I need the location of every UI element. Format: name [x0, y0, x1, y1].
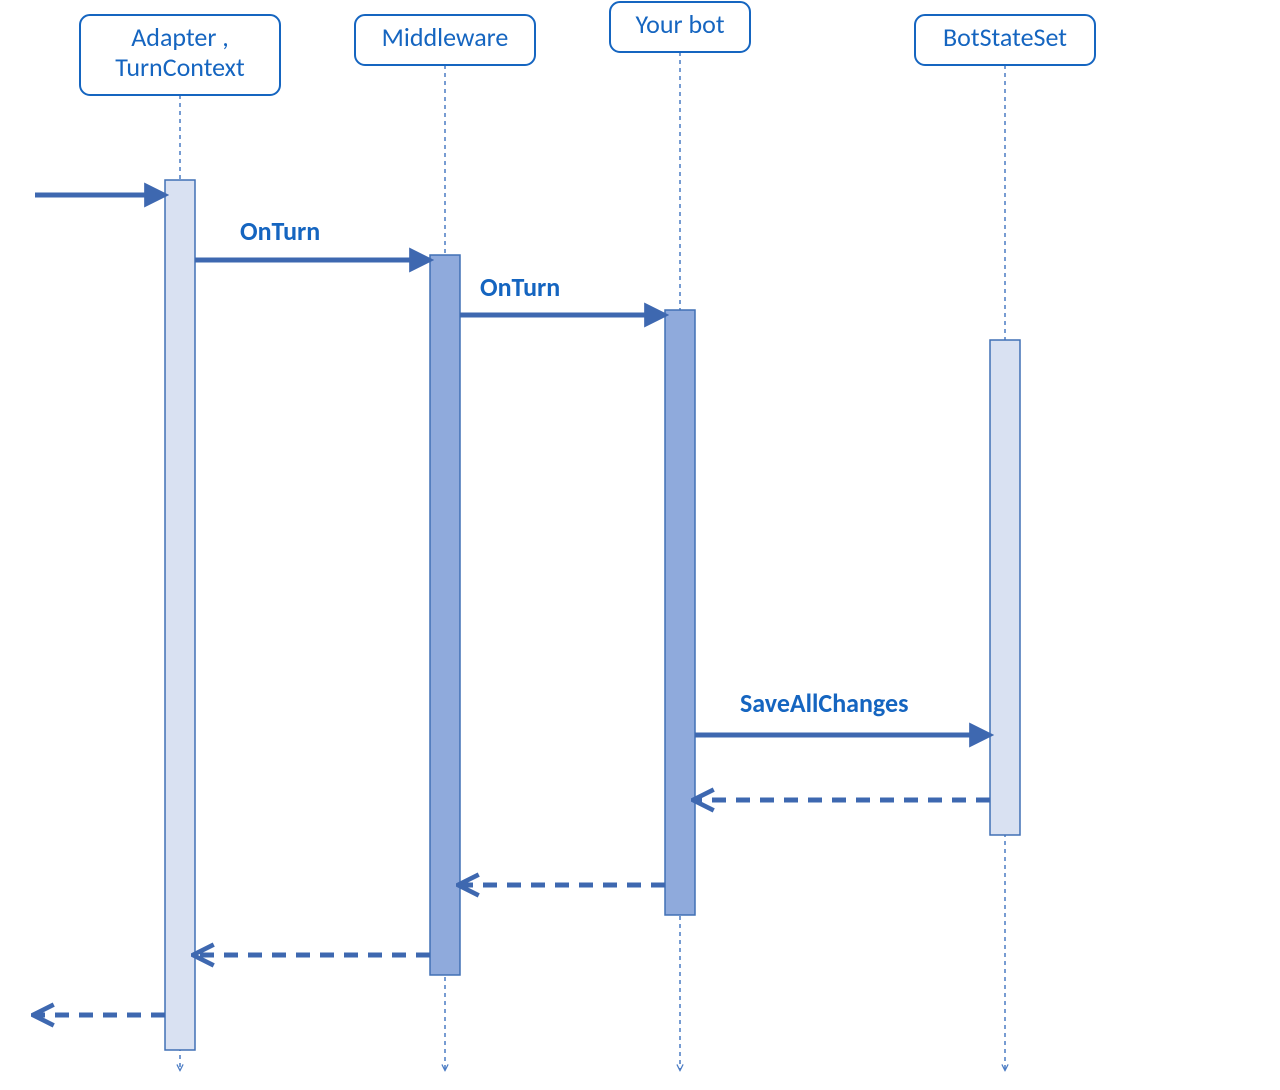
- activation-middleware: [430, 255, 460, 975]
- message-label-2: OnTurn: [480, 271, 560, 303]
- activations: [165, 180, 1020, 1050]
- participant-label-adapter: TurnContext: [115, 51, 245, 83]
- activation-bot: [665, 310, 695, 915]
- activation-adapter: [165, 180, 195, 1050]
- participant-label-middleware: Middleware: [382, 21, 509, 53]
- lifelines: [180, 52, 1005, 1070]
- participant-label-bot: Your bot: [635, 8, 724, 40]
- participants: Adapter ,TurnContext Middleware Your bot Bo…: [80, 2, 1095, 95]
- message-label-1: OnTurn: [240, 215, 320, 247]
- message-label-3: SaveAllChanges: [740, 687, 908, 719]
- participant-label-stateset: BotStateSet: [943, 21, 1067, 53]
- participant-label-adapter: Adapter ,: [131, 21, 229, 53]
- activation-stateset: [990, 340, 1020, 835]
- sequence-diagram: Adapter ,TurnContext Middleware Your bot Bo…: [0, 0, 1280, 1090]
